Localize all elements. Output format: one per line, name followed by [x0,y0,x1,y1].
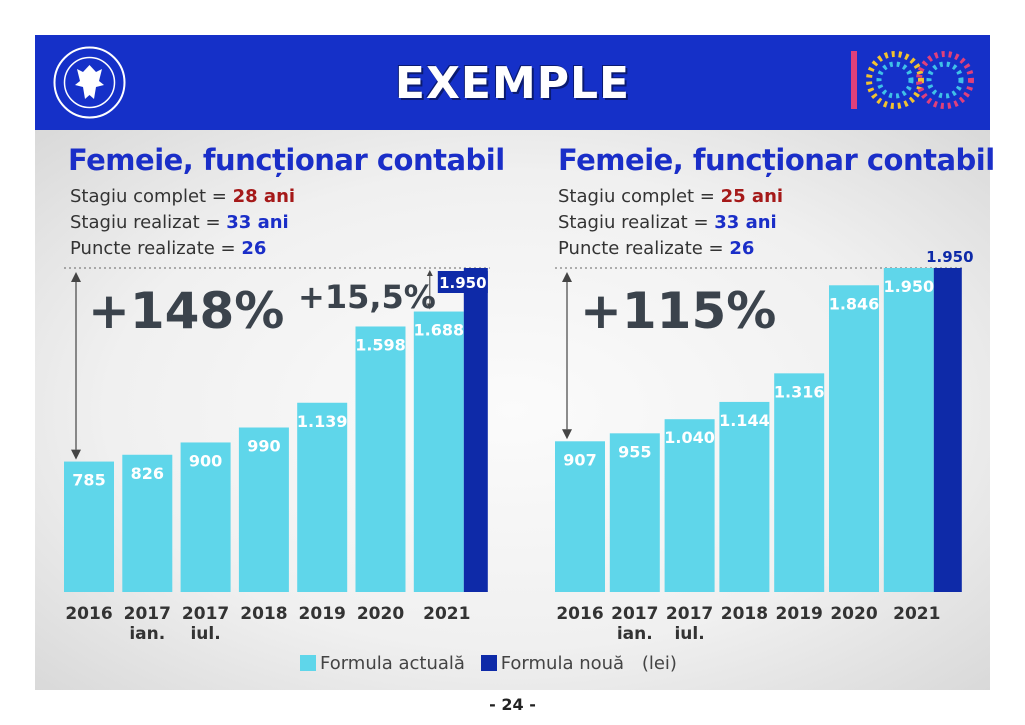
left-category-label: 2018 [240,604,287,624]
right-row-puncte: Puncte realizate = 26 [558,238,755,259]
left-bar-actual [64,461,114,592]
right-category-label: iul. [674,624,704,644]
right-bar-actual [774,373,825,592]
right-bar-label: 907 [563,450,596,469]
right-total-increase: +115% [580,282,777,340]
right-chart-title: Femeie, funcționar contabil [558,143,995,177]
right-total-arrow-down [562,429,572,440]
left-category-label: 2017 [182,604,229,624]
left-total-arrow-down [71,449,81,460]
right-bar-actual [609,433,660,592]
left-bar-actual [355,326,406,592]
right-info: Stagiu complet = 25 ani Stagiu realizat … [558,184,783,262]
left-category-label: 2019 [299,604,346,624]
left-category-label: 2021 [423,604,470,624]
left-category-label: iul. [190,624,220,644]
right-bar-actual [664,419,715,592]
legend-label-new: Formula nouă [500,653,625,674]
left-bar-label: 900 [189,451,222,470]
left-bar-actual [180,442,231,592]
legend-swatch-new [480,655,497,671]
left-category-label: 2020 [357,604,404,624]
left-bar-actual [297,402,348,592]
right-bar-actual [829,285,879,592]
coat-of-arms-icon [53,46,126,119]
left-category-label: 2016 [65,604,112,624]
right-bar-label: 1.316 [774,382,825,401]
left-new-label-bg [437,271,488,293]
left-row-stagiu-realizat: Stagiu realizat = 33 ani [70,212,289,233]
left-category-label: ian. [129,624,165,644]
legend: Formula actuală Formula nouă (lei) [300,653,677,674]
left-bar-actual [238,427,289,592]
right-bar-label: 1.040 [664,428,715,447]
left-total-increase: +148% [88,282,285,340]
left-small-arrow-down [426,303,433,310]
left-category-label: 2017 [124,604,171,624]
left-bar-label: 1.688 [413,321,464,340]
right-category-label: 2019 [776,604,823,624]
left-small-arrow-up [426,270,433,276]
page-title: EXEMPLE [394,58,631,109]
left-bar-label: 1.598 [355,335,406,354]
right-category-label: 2021 [893,604,940,624]
right-total-arrow-up [562,272,572,282]
left-bar-label: 785 [72,471,105,490]
left-chart-title: Femeie, funcționar contabil [68,143,505,177]
left-bar-label: 1.139 [297,412,348,431]
left-row-puncte: Puncte realizate = 26 [70,238,267,259]
left-info: Stagiu complet = 28 ani Stagiu realizat … [70,184,295,262]
left-new-formula-increase: +15,5% [298,278,436,316]
header-banner [35,35,990,130]
right-bar-label: 1.846 [829,294,880,313]
centenary-logo-icon [851,51,974,109]
right-row-stagiu-complet: Stagiu complet = 25 ani [558,186,784,207]
right-category-label: ian. [617,624,653,644]
right-category-label: 2018 [721,604,768,624]
left-row-stagiu-complet: Stagiu complet = 28 ani [70,186,296,207]
right-bar-label: 955 [618,442,651,461]
right-bar-label: 1.950 [883,277,934,296]
page-number: - 24 - [489,695,536,714]
right-new-bar-label: 1.950 [926,248,973,266]
right-bar-actual [883,268,934,592]
right-category-label: 2017 [611,604,658,624]
right-row-stagiu-realizat: Stagiu realizat = 33 ani [558,212,777,233]
right-bar-label: 1.144 [719,411,770,430]
legend-swatch-actual [300,655,316,671]
right-bar-new [933,268,962,592]
left-bar-actual [413,311,464,592]
left-bar-new [463,268,488,592]
right-category-label: 2020 [830,604,877,624]
legend-unit: (lei) [641,653,677,674]
right-bar-actual [555,441,605,592]
left-bar-label: 826 [131,464,164,483]
left-new-bar-label: 1.950 [439,274,486,292]
right-category-label: 2017 [666,604,713,624]
right-bar-actual [719,401,770,592]
left-bar-actual [122,454,173,592]
left-bar-label: 990 [247,437,280,456]
left-total-arrow-up [71,272,81,282]
right-category-label: 2016 [556,604,603,624]
legend-label-actual: Formula actuală [320,653,465,674]
